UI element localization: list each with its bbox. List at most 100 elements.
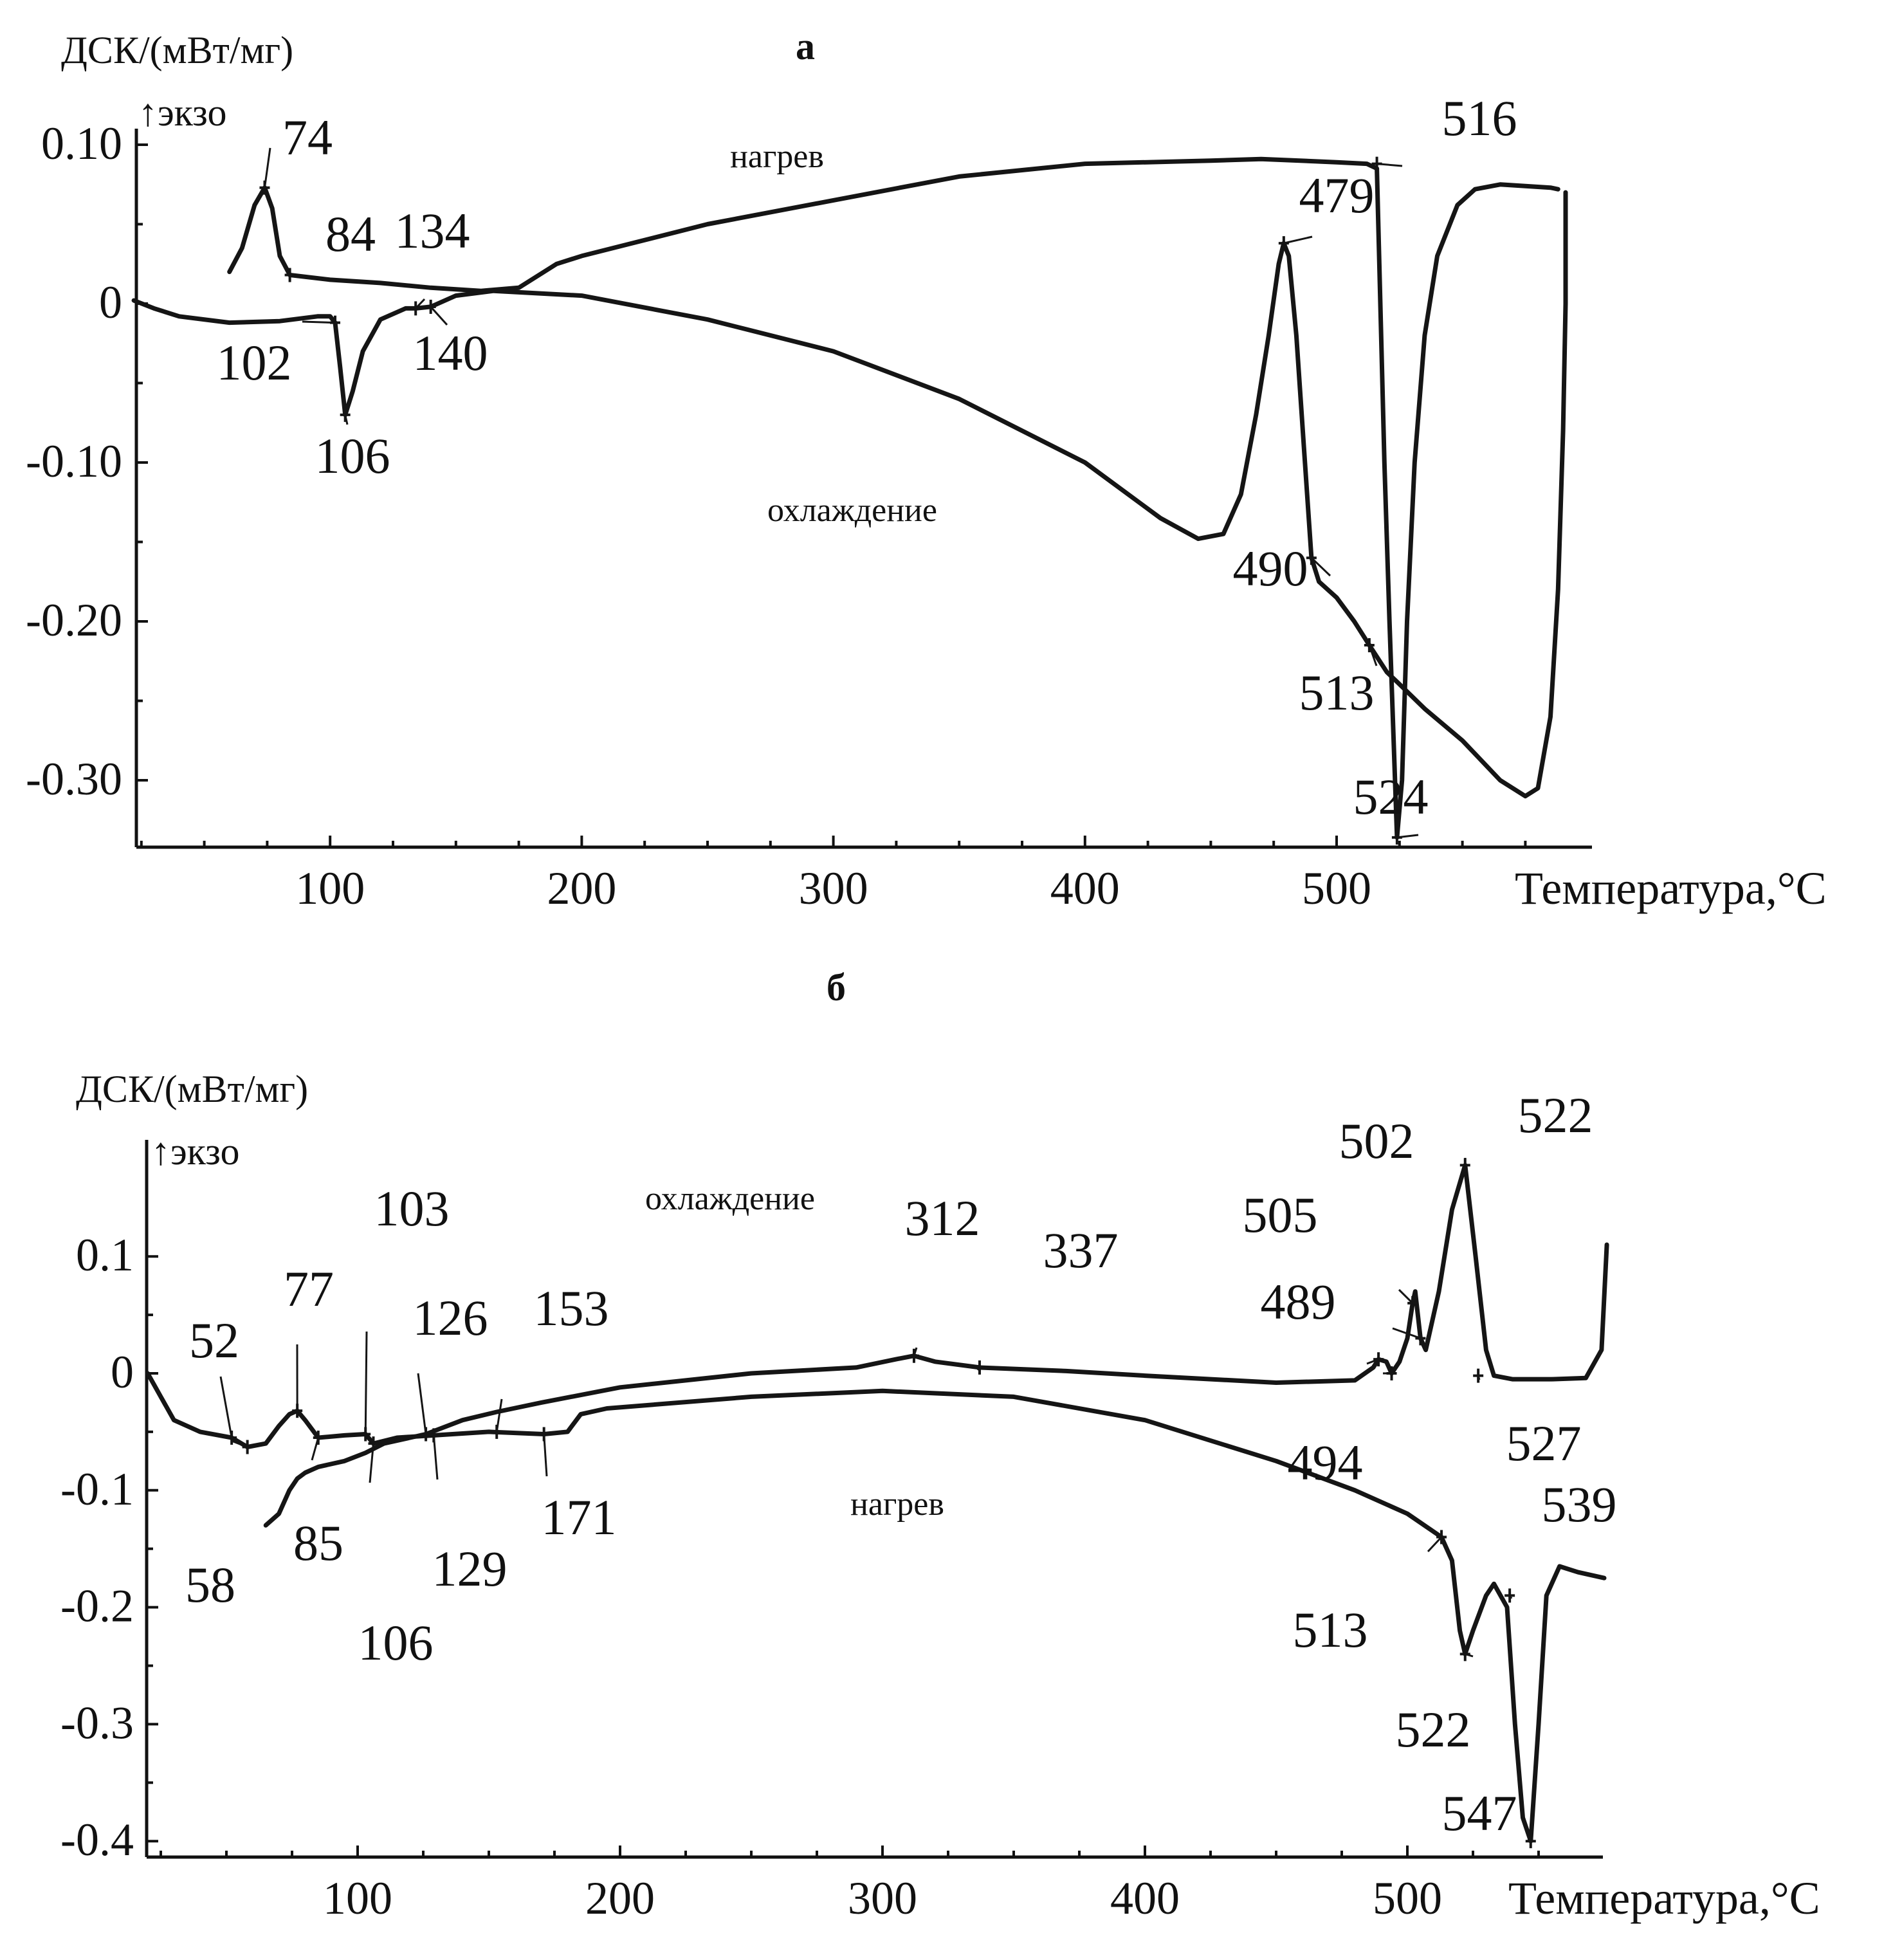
annotation-label: 479 <box>1299 167 1375 223</box>
annotation-leader <box>1283 235 1313 244</box>
annotation-leader <box>1398 1288 1414 1304</box>
annotation-leader <box>1366 1358 1379 1365</box>
x-tick-label: 300 <box>848 1873 917 1924</box>
annotation-leader <box>976 1367 981 1371</box>
annotation-label: 505 <box>1243 1187 1318 1243</box>
x-tick-label: 100 <box>295 863 365 914</box>
annotation-leader <box>1527 1838 1532 1842</box>
annotation-leader <box>311 1437 320 1461</box>
series-line-2 <box>131 190 1568 799</box>
annotation-label: 489 <box>1261 1274 1336 1330</box>
series-label: охлаждение <box>645 1180 815 1217</box>
annotation-label: 85 <box>293 1515 343 1571</box>
y-tick-label: -0.1 <box>60 1463 134 1515</box>
annotation-leader <box>231 1440 248 1448</box>
exo-label: ↑экзо <box>151 1130 239 1173</box>
annotation-label: 58 <box>185 1557 235 1613</box>
annotation-label: 129 <box>432 1541 508 1597</box>
annotation-label: 77 <box>284 1261 334 1317</box>
annotation-label: 52 <box>189 1312 239 1368</box>
annotation-label: 171 <box>542 1489 617 1545</box>
x-tick-label: 400 <box>1110 1873 1180 1924</box>
annotation-leader <box>1376 163 1403 167</box>
series-label: охлаждение <box>767 492 937 529</box>
annotation-leader <box>219 1376 233 1438</box>
annotation-label: 516 <box>1442 90 1517 146</box>
annotation-label: 106 <box>358 1615 434 1671</box>
annotation-label: 547 <box>1442 1785 1517 1841</box>
annotation-label: 524 <box>1353 769 1429 825</box>
annotation-label: 522 <box>1518 1087 1593 1143</box>
y-tick-label: 0.10 <box>41 118 122 169</box>
annotation-label: 522 <box>1396 1701 1471 1757</box>
annotation-leader <box>1477 1375 1481 1380</box>
y-tick-label: 0.1 <box>76 1229 134 1281</box>
annotation-label: 539 <box>1542 1476 1617 1532</box>
annotation-leader <box>1392 1327 1421 1339</box>
annotation-label: 337 <box>1043 1222 1119 1278</box>
annotation-leader <box>264 147 271 188</box>
x-tick-label: 200 <box>585 1873 655 1924</box>
annotation-leader <box>289 274 293 278</box>
x-axis-label: Температура,°C <box>1515 863 1827 914</box>
annotation-label: 153 <box>534 1280 609 1336</box>
y-tick-label: -0.10 <box>26 435 122 487</box>
y-tick-label: -0.4 <box>60 1814 134 1865</box>
x-tick-label: 200 <box>547 863 616 914</box>
panel-b: б ДСК/(мВт/мг) ↑экзо Температура,°C 100 200 30… <box>60 966 1820 1924</box>
annotation-label: 513 <box>1299 664 1375 720</box>
y-tick-label: -0.30 <box>26 753 122 805</box>
annotation-leader <box>495 1398 503 1433</box>
annotation-label: 74 <box>282 109 333 165</box>
x-tick-label: 500 <box>1302 863 1371 914</box>
y-axis-label: ДСК/(мВт/мг) <box>61 29 293 71</box>
x-axis-label: Температура,°C <box>1508 1873 1820 1924</box>
annotation-label: 140 <box>413 325 488 381</box>
annotation-leader <box>417 1373 427 1434</box>
annotation-label: 312 <box>905 1190 980 1246</box>
annotation-leader <box>432 1435 439 1480</box>
annotation-leader <box>369 1443 374 1483</box>
y-tick-label: 0 <box>111 1346 134 1398</box>
annotation-leader <box>1465 1653 1474 1658</box>
y-tick-label: -0.2 <box>60 1580 134 1632</box>
annotation-leader <box>1368 645 1378 666</box>
annotation-leader <box>913 1347 918 1357</box>
annotation-leader <box>302 320 336 324</box>
annotation-leader <box>1396 834 1419 839</box>
annotation-label: 494 <box>1288 1434 1363 1490</box>
exo-label: ↑экзо <box>138 91 226 134</box>
y-tick-label: -0.3 <box>60 1697 134 1748</box>
y-tick-label: 0 <box>99 277 122 328</box>
panel-label: а <box>796 25 815 68</box>
annotation-leader <box>364 1331 368 1434</box>
x-tick-label: 100 <box>323 1873 392 1924</box>
panel-a: а ДСК/(мВт/мг) ↑экзо Температура,°C 100 200 30… <box>26 25 1827 914</box>
series-label: нагрев <box>730 138 824 175</box>
x-tick-label: 300 <box>799 863 868 914</box>
annotation-leader <box>415 298 426 309</box>
series-line-1 <box>263 1162 1609 1528</box>
y-tick-label: -0.20 <box>26 594 122 646</box>
x-tick-label: 400 <box>1050 863 1120 914</box>
x-tick-label: 500 <box>1373 1873 1442 1924</box>
annotation-label: 527 <box>1506 1415 1582 1471</box>
series-label: нагрев <box>850 1486 944 1523</box>
annotation-label: 134 <box>395 203 470 259</box>
annotation-label: 126 <box>413 1290 488 1346</box>
panel-label: б <box>827 966 846 1009</box>
annotation-label: 103 <box>374 1180 450 1236</box>
annotation-label: 513 <box>1293 1602 1368 1658</box>
annotation-leader <box>543 1434 548 1477</box>
annotation-label: 502 <box>1339 1113 1414 1169</box>
y-axis-label: ДСК/(мВт/мг) <box>76 1068 308 1110</box>
annotation-label: 84 <box>325 206 376 262</box>
annotation-label: 490 <box>1233 540 1308 596</box>
annotation-leader <box>1310 557 1331 577</box>
annotation-label: 102 <box>217 334 292 390</box>
annotation-leader <box>1508 1595 1513 1599</box>
annotation-leader <box>344 414 349 425</box>
annotation-leader <box>430 306 448 326</box>
series-line-2 <box>145 1371 1607 1844</box>
